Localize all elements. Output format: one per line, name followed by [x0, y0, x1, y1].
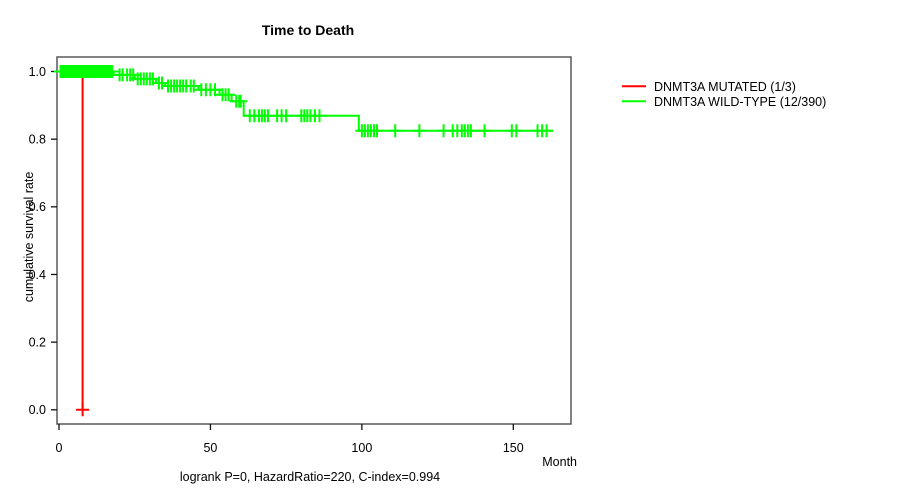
y-tick-label: 0.4: [29, 268, 46, 282]
chart-text: Time to Death logrank P=0, HazardRatio=22…: [22, 22, 577, 484]
y-tick-label: 1.0: [29, 65, 46, 79]
x-tick-label: 100: [351, 441, 372, 455]
series-curves: [54, 65, 554, 417]
chart-subtitle: logrank P=0, HazardRatio=220, C-index=0.…: [180, 470, 440, 484]
censor-marks-mutated: [76, 403, 90, 417]
x-axis-label: Month: [542, 455, 577, 469]
x-axis: 0 50 100 150: [56, 424, 524, 455]
y-tick-label: 0.8: [29, 132, 46, 146]
survival-curve-mutated: [59, 70, 84, 410]
plot-box: [56, 56, 572, 425]
y-tick-label: 0.6: [29, 200, 46, 214]
censor-marks-wildtype: [54, 65, 554, 138]
x-tick-label: 150: [503, 441, 524, 455]
x-tick-label: 50: [203, 441, 217, 455]
x-tick-label: 0: [56, 441, 63, 455]
legend: DNMT3A MUTATED (1/3)DNMT3A WILD-TYPE (12…: [622, 80, 826, 109]
plot-area-border: [56, 56, 572, 425]
y-axis: 0.0 0.2 0.4 0.6 0.8 1.0: [29, 65, 57, 417]
y-tick-label: 0.2: [29, 335, 46, 349]
y-tick-label: 0.0: [29, 403, 46, 417]
chart-title: Time to Death: [262, 22, 354, 38]
legend-label-mutated: DNMT3A MUTATED (1/3): [654, 80, 796, 94]
legend-label-wildtype: DNMT3A WILD-TYPE (12/390): [654, 95, 826, 109]
y-axis-label: cumulative survival rate: [22, 172, 36, 303]
